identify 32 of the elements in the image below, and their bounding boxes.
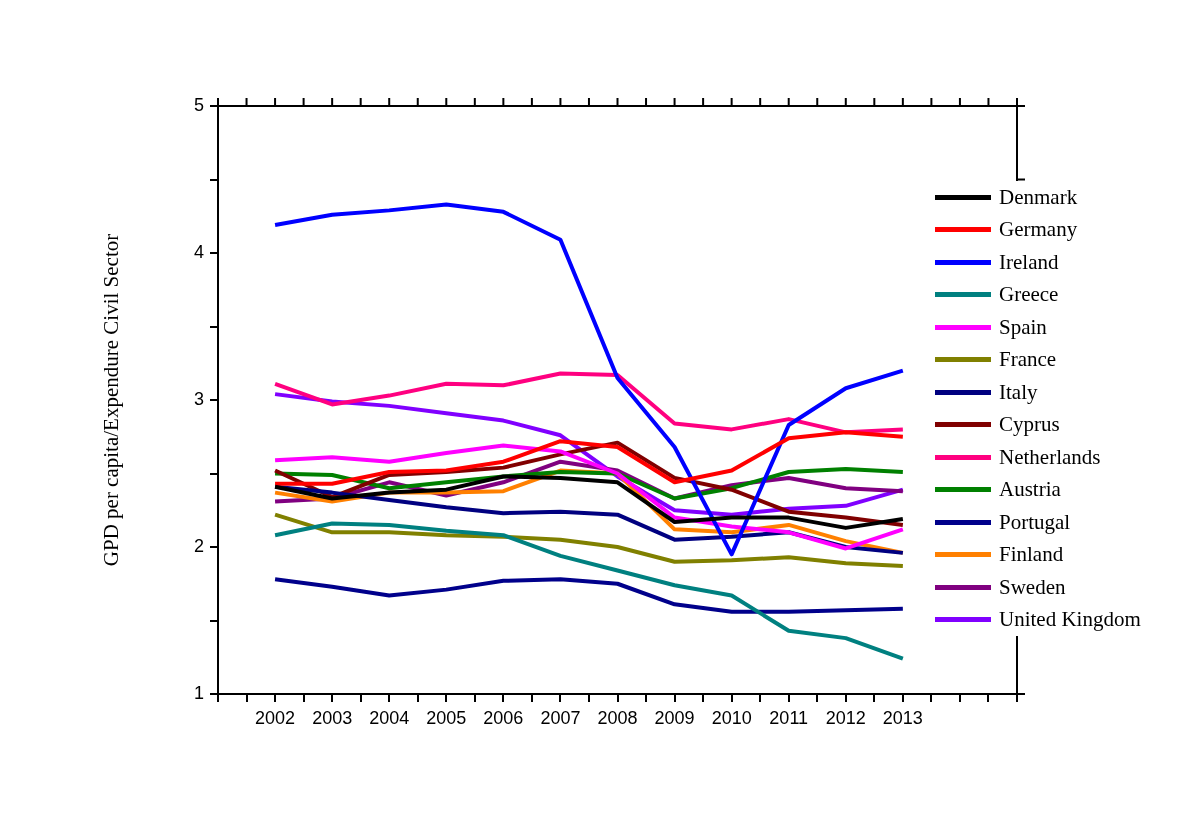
legend-label: Greece [999, 282, 1059, 308]
legend-label: United Kingdom [999, 607, 1141, 633]
legend-label: Cyprus [999, 412, 1060, 438]
y-tick-label: 1 [193, 682, 204, 703]
legend-label: Spain [999, 314, 1047, 340]
x-tick-label: 2008 [597, 707, 638, 728]
legend-label: Finland [999, 542, 1064, 568]
x-tick-label: 2010 [711, 707, 752, 728]
x-tick-label: 2012 [825, 707, 866, 728]
x-tick-label: 2003 [312, 707, 353, 728]
legend-label: Ireland [999, 249, 1059, 275]
legend-label: Italy [999, 379, 1038, 405]
x-tick-label: 2005 [426, 707, 467, 728]
legend-label: Portugal [999, 509, 1071, 535]
y-axis-title: GPD per capita/Expendure Civil Sector [99, 233, 124, 567]
y-tick-label: 3 [193, 388, 204, 409]
legend-label: France [999, 347, 1057, 373]
x-tick-label: 2004 [369, 707, 410, 728]
y-tick-label: 4 [193, 241, 204, 262]
y-tick-label: 2 [193, 535, 204, 556]
legend-label: Netherlands [999, 444, 1101, 470]
legend-label: Denmark [999, 184, 1078, 210]
x-tick-label: 2002 [255, 707, 296, 728]
x-tick-label: 2006 [483, 707, 524, 728]
x-tick-label: 2013 [882, 707, 923, 728]
x-tick-label: 2011 [769, 707, 809, 728]
legend-label: Germany [999, 217, 1078, 243]
y-tick-label: 5 [193, 94, 204, 115]
legend-label: Sweden [999, 574, 1066, 600]
legend-label: Austria [999, 477, 1061, 503]
x-tick-label: 2009 [654, 707, 695, 728]
x-tick-label: 2007 [540, 707, 581, 728]
